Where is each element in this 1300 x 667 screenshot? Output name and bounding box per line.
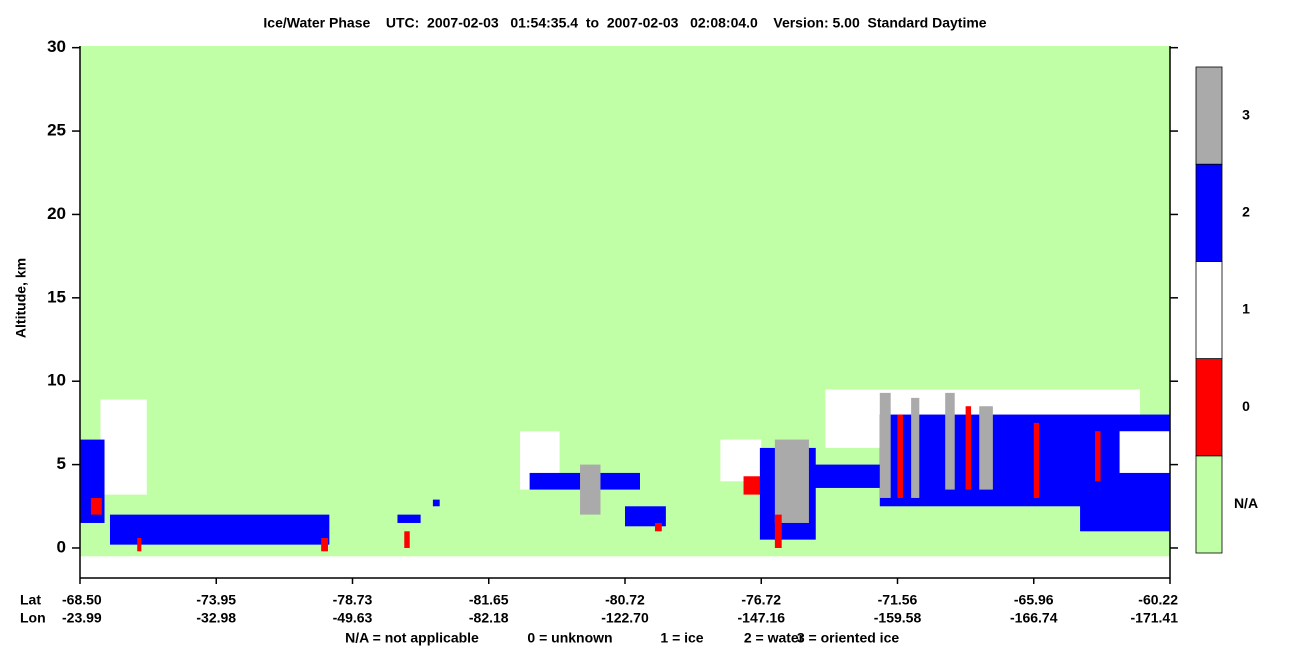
x-tick-label: -81.65	[469, 592, 509, 608]
x-tick-label: -23.99	[62, 610, 102, 626]
chart-title: Ice/Water Phase UTC: 2007-02-03 01:54:35…	[263, 15, 986, 31]
x-tick-label: -78.73	[333, 592, 373, 608]
legend-item: 1 = ice	[660, 630, 703, 646]
x-tick-label: -73.95	[196, 592, 236, 608]
colorbar-segment	[1195, 455, 1223, 554]
x-tick-label: -65.96	[1014, 592, 1054, 608]
phase-feature	[90, 497, 102, 515]
x-tick-label: -122.70	[601, 610, 649, 626]
y-tick-label: 15	[47, 287, 66, 306]
colorbar-label: 0	[1242, 398, 1250, 414]
y-tick-label: 20	[47, 204, 66, 223]
colorbar-label: N/A	[1234, 495, 1258, 511]
x-tick-label: -166.74	[1010, 610, 1058, 626]
colorbar-segment	[1195, 358, 1223, 457]
legend-item: 0 = unknown	[527, 630, 612, 646]
colorbar-segment	[1195, 66, 1223, 165]
phase-feature	[432, 499, 440, 507]
x-tick-label: -68.50	[62, 592, 102, 608]
x-tick-label: -159.58	[874, 610, 922, 626]
x-tick-label: -82.18	[469, 610, 509, 626]
phase-feature	[109, 514, 330, 545]
x-tick-label: -71.56	[878, 592, 918, 608]
phase-feature	[625, 506, 666, 527]
phase-feature	[965, 406, 972, 490]
x-tick-label: -76.72	[741, 592, 781, 608]
phase-feature	[945, 392, 955, 490]
phase-feature	[897, 414, 903, 498]
phase-feature	[1095, 431, 1101, 482]
x-tick-label: -80.72	[605, 592, 645, 608]
phase-feature	[743, 476, 762, 495]
phase-feature	[879, 392, 891, 498]
y-axis-label: Altitude, km	[13, 258, 29, 338]
y-tick-label: 30	[47, 37, 66, 56]
phase-feature	[580, 464, 601, 515]
phase-feature	[1080, 497, 1170, 532]
phase-feature	[1119, 431, 1170, 473]
y-tick-label: 25	[47, 121, 66, 140]
x-tick-label: -171.41	[1131, 610, 1179, 626]
x-tick-label: -147.16	[738, 610, 786, 626]
phase-feature	[137, 537, 142, 552]
row-label: Lon	[20, 610, 46, 626]
phase-feature	[397, 514, 421, 523]
colorbar-label: 2	[1242, 204, 1250, 220]
y-tick-label: 0	[57, 537, 66, 556]
legend-item: N/A = not applicable	[345, 630, 479, 646]
x-tick-label: -32.98	[196, 610, 236, 626]
legend-item: 3 = oriented ice	[797, 630, 900, 646]
colorbar-segment	[1195, 260, 1223, 359]
phase-feature	[774, 514, 782, 548]
y-tick-label: 10	[47, 371, 66, 390]
phase-feature	[654, 522, 662, 532]
row-label: Lat	[20, 592, 41, 608]
phase-feature	[979, 406, 993, 490]
legend-item: 2 = water	[744, 630, 805, 646]
phase-feature	[404, 531, 410, 548]
phase-feature	[810, 464, 884, 488]
y-tick-label: 5	[57, 454, 66, 473]
phase-feature	[774, 439, 809, 523]
x-tick-label: -60.22	[1138, 592, 1178, 608]
phase-feature	[321, 537, 328, 552]
colorbar-label: 1	[1242, 301, 1250, 317]
phase-feature	[720, 439, 762, 482]
x-tick-label: -49.63	[333, 610, 373, 626]
phase-feature	[911, 397, 920, 498]
phase-feature	[1033, 422, 1040, 498]
phase-feature	[100, 399, 147, 495]
colorbar-segment	[1195, 163, 1223, 262]
colorbar-label: 3	[1242, 106, 1250, 122]
